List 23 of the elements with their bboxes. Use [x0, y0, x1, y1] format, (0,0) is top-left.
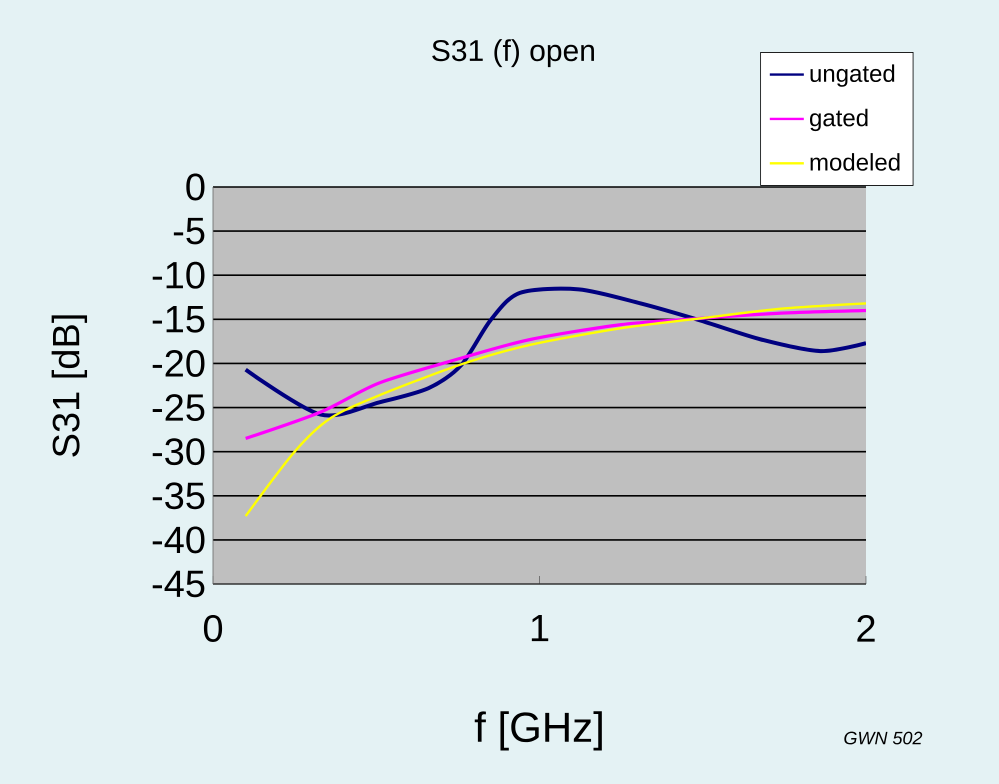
y-tick-label: 0	[186, 174, 204, 200]
y-tick-label: -30	[152, 438, 204, 466]
legend-label: modeled	[810, 153, 900, 171]
line-series	[244, 302, 866, 518]
y-tick-label: -45	[152, 570, 204, 598]
legend-label: ungated	[810, 64, 894, 87]
line-series	[244, 308, 866, 440]
chart-title: S31 (f) open	[432, 39, 594, 68]
y-tick-label: -15	[152, 306, 204, 333]
y-tick-label: -40	[152, 526, 204, 554]
y-tick-label: -10	[152, 262, 204, 289]
x-tick-label: 1	[532, 615, 548, 642]
line-series	[244, 286, 866, 418]
x-tick-label: 2	[857, 615, 875, 642]
text: GWN 502	[844, 732, 922, 744]
y-axis-title: S31 [dB]	[52, 315, 88, 457]
y-tick-label: -5	[174, 218, 204, 244]
x-tick-label: 0	[204, 615, 222, 642]
y-tick-label: -35	[152, 482, 204, 510]
y-tick-label: -25	[152, 394, 204, 422]
y-tick-label: -20	[152, 350, 204, 377]
legend-label: gated	[810, 108, 868, 132]
x-axis-title: f [GHz]	[474, 711, 602, 750]
